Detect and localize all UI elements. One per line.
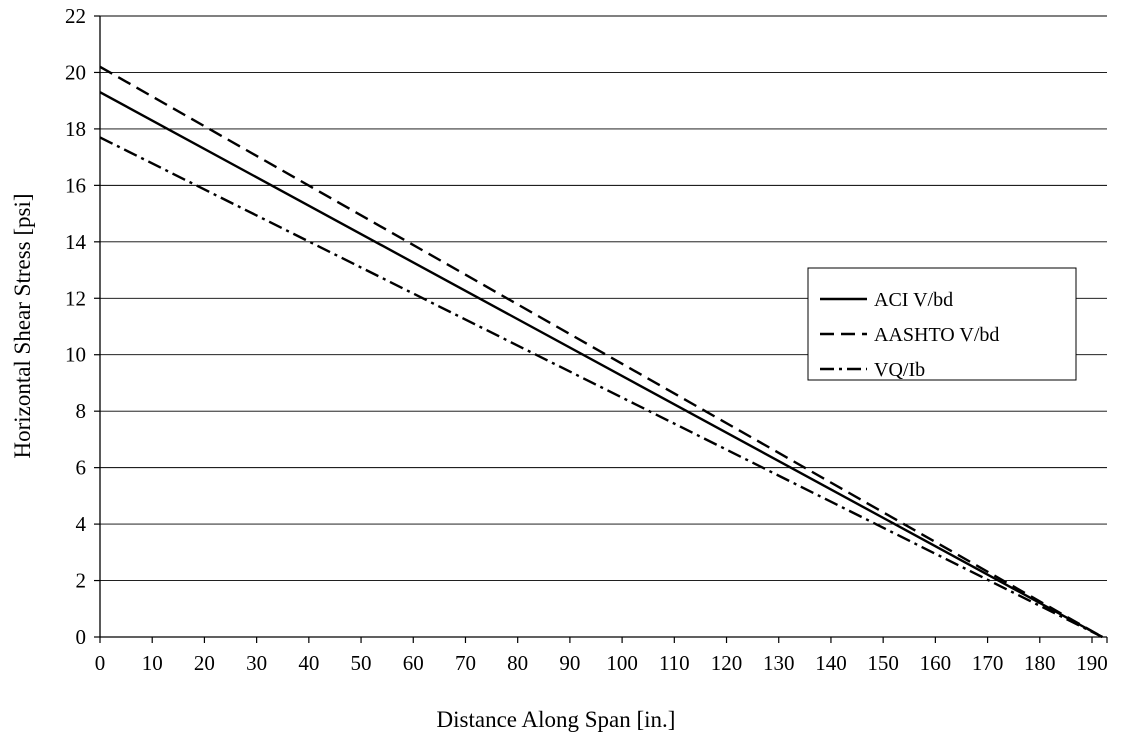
x-tick-label: 140 bbox=[815, 651, 847, 675]
y-tick-label: 18 bbox=[65, 117, 86, 141]
y-tick-label: 22 bbox=[65, 4, 86, 28]
legend-label: ACI V/bd bbox=[874, 289, 953, 311]
y-tick-label: 8 bbox=[76, 399, 87, 423]
legend-label: AASHTO V/bd bbox=[874, 324, 999, 346]
legend: ACI V/bd AASHTO V/bd VQ/Ib bbox=[807, 267, 1077, 381]
x-tick-label: 50 bbox=[351, 651, 372, 675]
ticks bbox=[94, 15, 1108, 643]
y-tick-label: 6 bbox=[76, 456, 87, 480]
x-tick-label: 100 bbox=[606, 651, 638, 675]
x-tick-label: 20 bbox=[194, 651, 215, 675]
y-tick-label: 14 bbox=[65, 230, 87, 254]
y-tick-label: 4 bbox=[76, 512, 87, 536]
y-tick-label: 12 bbox=[65, 286, 86, 310]
x-tick-label: 130 bbox=[763, 651, 795, 675]
x-tick-label: 180 bbox=[1024, 651, 1056, 675]
x-tick-label: 30 bbox=[246, 651, 267, 675]
x-tick-label: 190 bbox=[1076, 651, 1108, 675]
x-tick-label: 120 bbox=[711, 651, 743, 675]
series-line-aashto-v-bd bbox=[99, 65, 1103, 639]
y-tick-label: 0 bbox=[76, 625, 87, 649]
x-tick-label: 170 bbox=[972, 651, 1004, 675]
tick-labels: 0 2 4 6 8 10 12 14 16 18 20 22 0 10 20 30 40 50 60 70 80 90 10… bbox=[65, 4, 1108, 675]
x-tick-label: 40 bbox=[298, 651, 319, 675]
y-tick-label: 16 bbox=[65, 173, 86, 197]
y-tick-label: 10 bbox=[65, 343, 86, 367]
axes bbox=[99, 16, 1107, 638]
legend-label: VQ/Ib bbox=[874, 359, 925, 381]
x-tick-label: 90 bbox=[559, 651, 580, 675]
legend-box bbox=[807, 267, 1077, 381]
y-axis-title: Horizontal Shear Stress [psi] bbox=[10, 193, 35, 458]
x-tick-label: 150 bbox=[867, 651, 899, 675]
x-axis-title: Distance Along Span [in.] bbox=[437, 707, 676, 732]
y-tick-label: 2 bbox=[76, 569, 87, 593]
x-tick-label: 10 bbox=[142, 651, 163, 675]
y-tick-label: 20 bbox=[65, 60, 86, 84]
series-lines bbox=[99, 65, 1103, 639]
x-tick-label: 110 bbox=[659, 651, 690, 675]
x-tick-label: 0 bbox=[95, 651, 106, 675]
gridlines bbox=[100, 15, 1107, 581]
x-tick-label: 70 bbox=[455, 651, 476, 675]
series-line-aci-v-bd bbox=[99, 91, 1103, 639]
x-tick-label: 160 bbox=[920, 651, 952, 675]
x-tick-label: 60 bbox=[403, 651, 424, 675]
series-line-vq-ib bbox=[99, 136, 1103, 639]
x-tick-label: 80 bbox=[507, 651, 528, 675]
